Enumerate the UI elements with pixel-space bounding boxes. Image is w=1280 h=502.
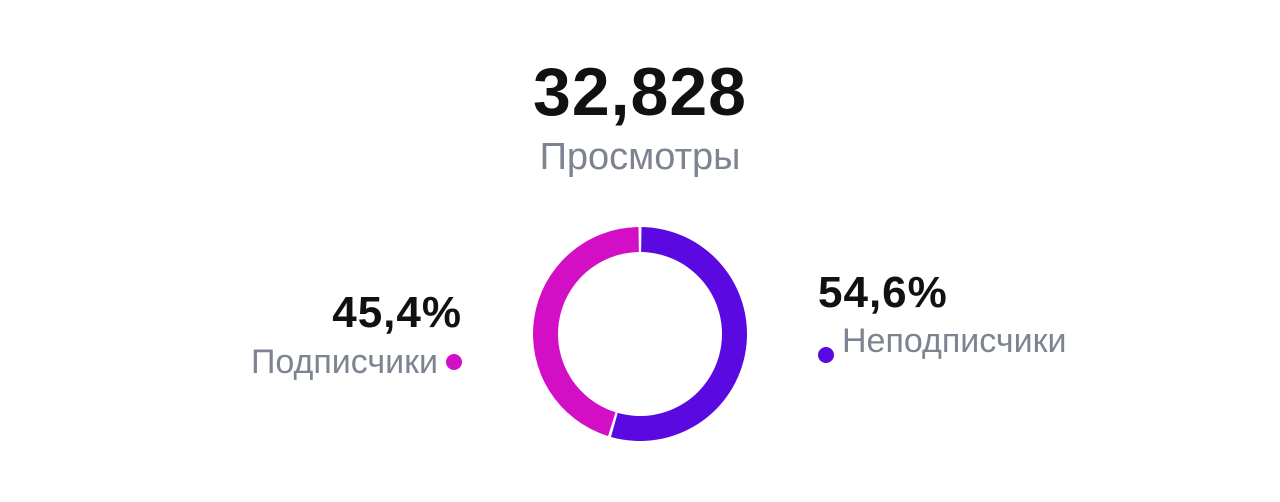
subscribers-color-dot xyxy=(446,354,462,370)
non-subscribers-legend: 54,6% Неподписчики xyxy=(818,266,1078,363)
non-subscribers-slice xyxy=(610,227,747,441)
subscribers-slice xyxy=(533,227,639,437)
views-label: Просмотры xyxy=(539,136,741,178)
views-total: 32,828 xyxy=(533,54,747,130)
views-donut-chart xyxy=(533,227,747,441)
non-subscribers-label: Неподписчики xyxy=(842,322,1067,360)
subscribers-legend: 45,4% Подписчики xyxy=(251,286,462,382)
non-subscribers-color-dot xyxy=(818,347,834,363)
subscribers-label: Подписчики xyxy=(250,343,438,381)
non-subscribers-percent: 54,6% xyxy=(818,268,948,317)
subscribers-percent: 45,4% xyxy=(332,288,462,337)
